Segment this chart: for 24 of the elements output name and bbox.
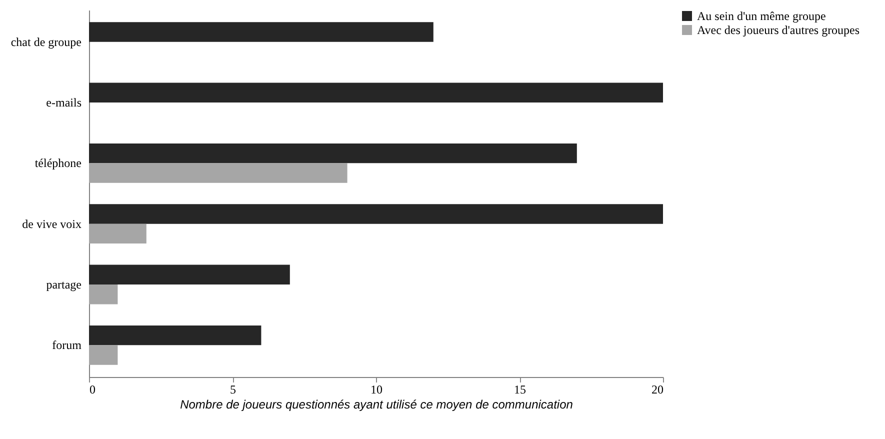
x-tick-label: 15	[514, 382, 526, 396]
x-tick-label: 5	[230, 382, 236, 396]
y-tick-label: e-mails	[46, 96, 82, 110]
bar	[89, 143, 577, 164]
x-axis-title: Nombre de joueurs questionnés ayant utilisé ce moyen de communication	[180, 398, 574, 412]
bar	[89, 204, 663, 224]
legend-label: Au sein d'un même groupe	[697, 9, 826, 23]
bar	[89, 264, 290, 284]
y-tick-label: forum	[52, 338, 82, 352]
x-tick-label: 20	[652, 382, 664, 396]
bar	[89, 284, 118, 304]
bar	[89, 22, 434, 42]
x-tick-label: 0	[90, 382, 96, 396]
bar	[89, 224, 146, 244]
y-tick-label: chat de groupe	[10, 34, 82, 49]
x-tick-label: 10	[370, 382, 382, 396]
bar	[89, 163, 348, 183]
y-tick-label: de vive voix	[22, 216, 82, 231]
y-tick-label: téléphone	[34, 156, 82, 170]
bar	[89, 82, 663, 103]
legend-label: Avec des joueurs d'autres groupes	[697, 23, 860, 37]
bar	[89, 325, 262, 346]
y-tick-label: partage	[46, 277, 82, 292]
bar	[89, 345, 118, 365]
